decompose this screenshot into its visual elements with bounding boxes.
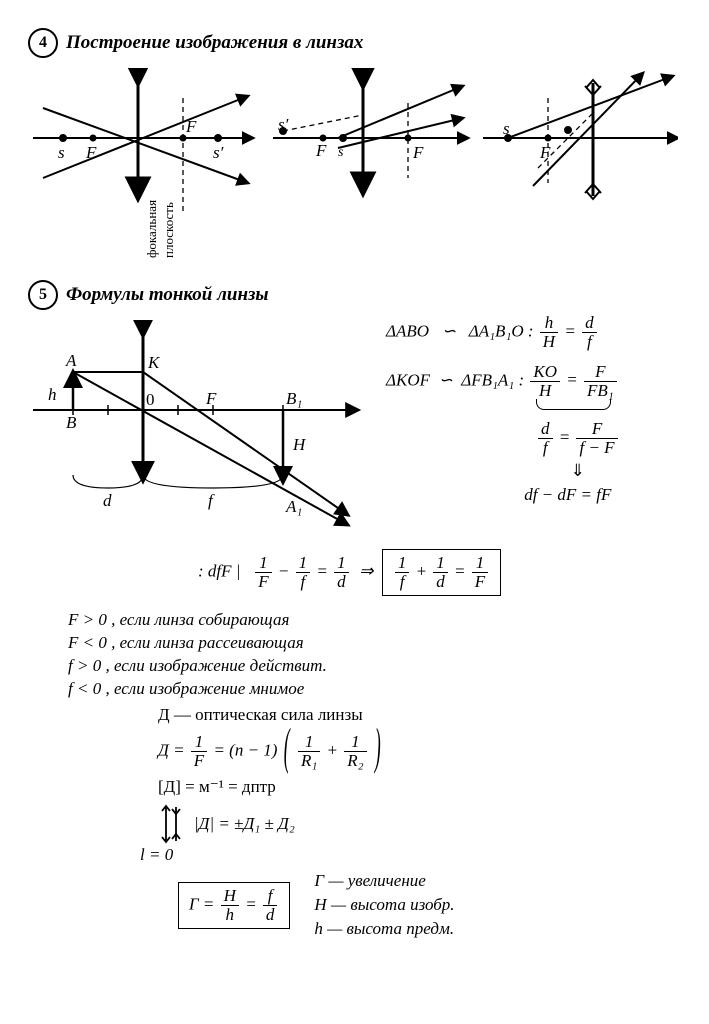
magnification-legend: Γ — увеличение H — высота изобр. h — выс… — [314, 871, 454, 939]
panel1-s: s — [58, 143, 65, 162]
lbl-h: h — [48, 385, 57, 404]
lbl-f: f — [208, 491, 215, 510]
section-5-title: Формулы тонкой линзы — [66, 284, 269, 306]
panel2-sprime: s′ — [278, 115, 289, 134]
dioptre-combo: |Д| = ±Д₁ ± Д₂ — [194, 814, 295, 834]
optical-power-block: Д — оптическая сила линзы Д = 1F = (n − … — [158, 705, 681, 866]
sim-sign: ∽ — [442, 321, 456, 340]
lbl-K: K — [147, 353, 161, 372]
sim1-r: ΔA₁B₁O — [469, 321, 524, 340]
sign-conventions: F > 0 , если линза собирающая F < 0 , ес… — [68, 610, 681, 699]
legend-2: H — высота изобр. — [314, 895, 454, 915]
down-arrow: ⇓ — [536, 461, 620, 481]
cond-3: f > 0 , если изображение действит. — [68, 656, 327, 675]
section-4-heading: 4 Построение изображения в линзах — [28, 28, 681, 58]
panel1-F-right: F — [185, 117, 197, 136]
lbl-A1: A₁ — [285, 497, 302, 516]
lbl-B1: B₁ — [286, 389, 302, 408]
lbl-B: B — [66, 413, 77, 432]
thin-lens-diagram: A h B K 0 F B₁ H A₁ d f — [28, 320, 368, 535]
panel2-s: s — [338, 145, 344, 160]
dioptre-unit: [Д] = м⁻¹ = дптр — [158, 777, 681, 797]
cond-4: f < 0 , если изображение мнимое — [68, 679, 304, 698]
lbl-O: 0 — [146, 390, 155, 409]
section-4-title: Построение изображения в линзах — [66, 32, 363, 54]
panel2-F-right: F — [412, 143, 424, 162]
sim2-r: ΔFB₁A₁ — [461, 370, 514, 389]
panel1-sprime: s′ — [213, 143, 224, 162]
section-5-heading: 5 Формулы тонкой линзы — [28, 280, 681, 310]
sim2-l: ΔKOF — [386, 370, 430, 389]
focal-label-2: плоскость — [161, 202, 176, 258]
legend-1: Γ — увеличение — [314, 871, 454, 891]
panel2-F-left: F — [315, 141, 327, 160]
magnification-row: Γ = Hh = fd Γ — увеличение H — высота из… — [178, 871, 681, 939]
cond-1: F > 0 , если линза собирающая — [68, 610, 289, 629]
dioptre-def: Д — оптическая сила линзы — [158, 705, 681, 725]
l-zero: l = 0 — [140, 845, 681, 865]
lbl-A: A — [65, 351, 77, 370]
lbl-F: F — [205, 389, 217, 408]
sim1-l: ΔABO — [386, 321, 429, 340]
lens-formula-result: : dfF | 1F − 1f = 1d ⇒ 1f + 1d = 1F — [198, 549, 681, 596]
lens-pair-icon — [158, 803, 184, 845]
lens-construction-diagrams: s F F s′ фокальная плоскость s′ F s F — [28, 68, 678, 268]
focal-label-1: фокальная — [144, 200, 159, 258]
section-5-number: 5 — [28, 280, 58, 310]
lbl-H: H — [292, 435, 307, 454]
section-4-number: 4 — [28, 28, 58, 58]
cond-2: F < 0 , если линза рассеивающая — [68, 633, 304, 652]
lbl-d: d — [103, 491, 112, 510]
expand-eq: df − dF = fF — [516, 485, 620, 505]
legend-3: h — высота предм. — [314, 919, 454, 939]
panel3-s: s — [503, 119, 510, 138]
panel3-F: F — [539, 143, 551, 162]
panel1-F-left: F — [85, 143, 97, 162]
similar-triangles-derivation: ΔABO ∽ ΔA₁B₁O : hH = df ΔKOF ∽ ΔFB₁A₁ : … — [386, 314, 620, 505]
magnification-formula: Γ = Hh = fd — [178, 882, 290, 929]
